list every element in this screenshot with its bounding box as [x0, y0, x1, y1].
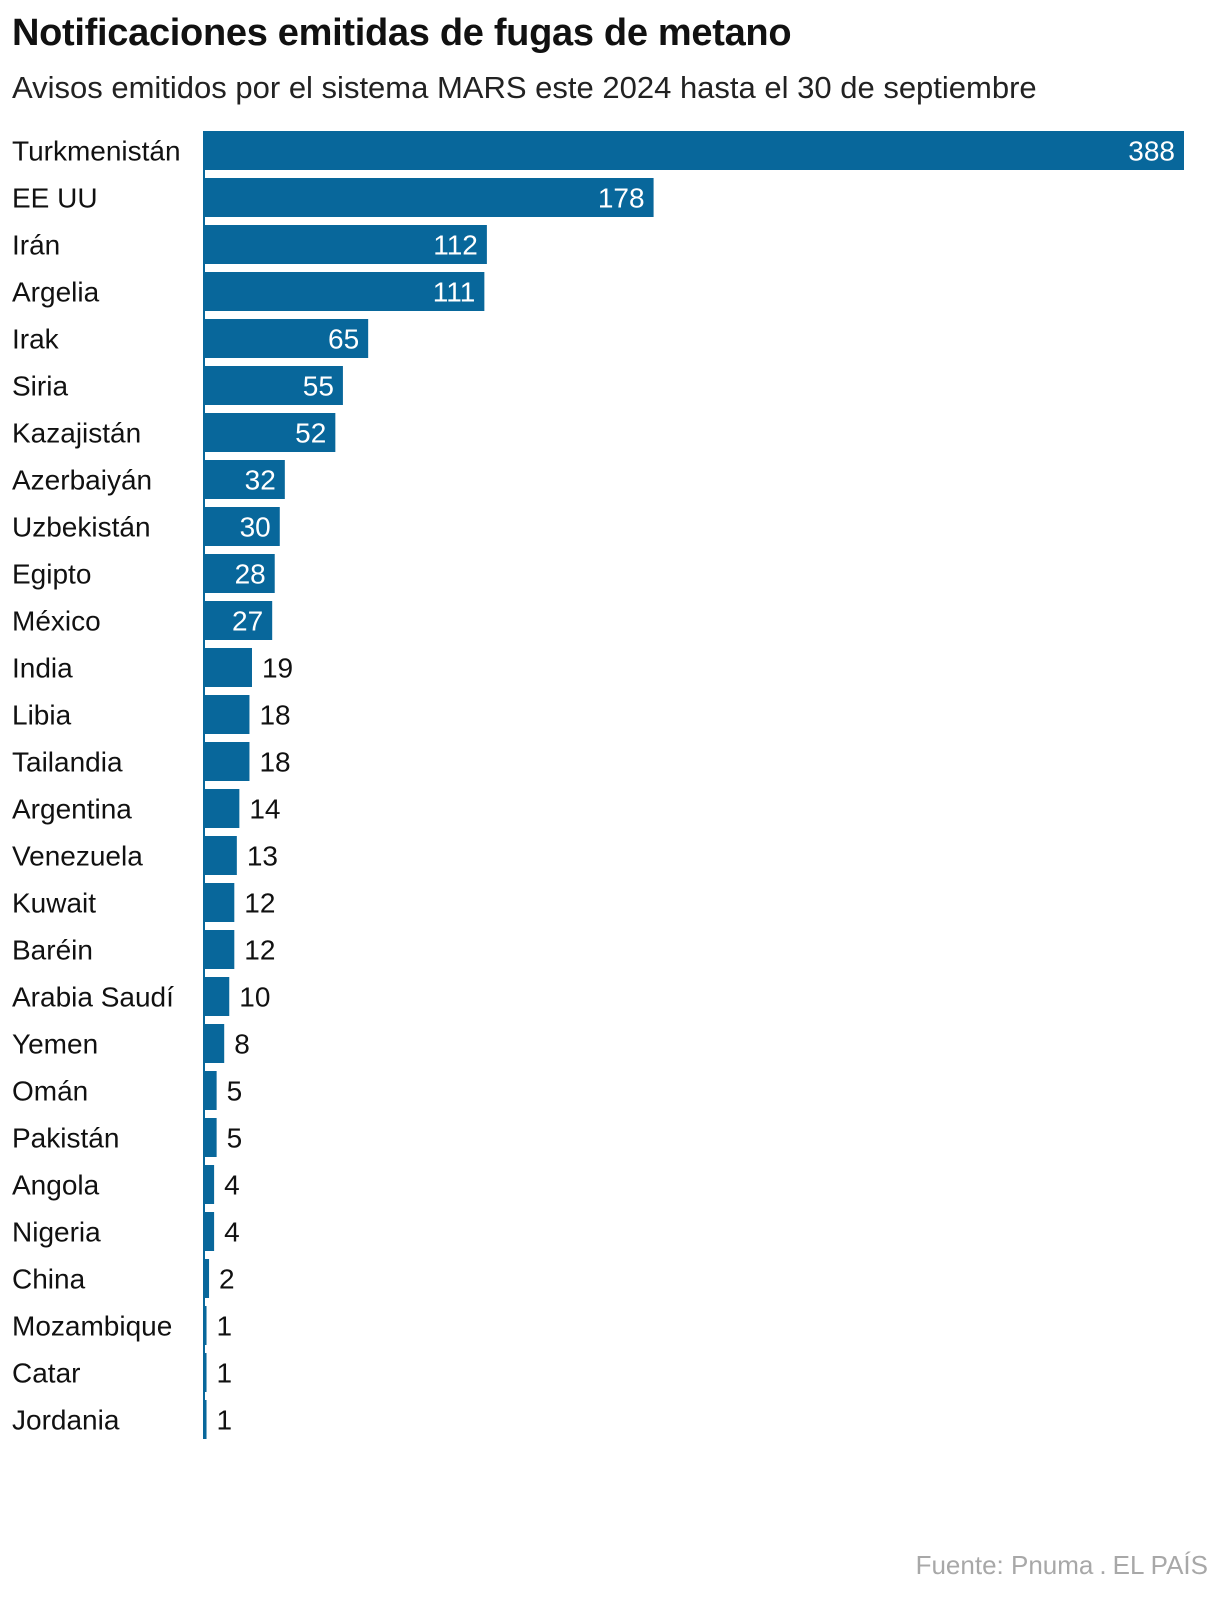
category-label: Azerbaiyán: [12, 465, 152, 496]
bar: [204, 1400, 207, 1439]
category-label: Turkmenistán: [12, 136, 181, 167]
value-label: 4: [224, 1170, 240, 1201]
chart-subtitle: Avisos emitidos por el sistema MARS este…: [12, 70, 1037, 105]
value-label: 30: [240, 512, 271, 543]
bar: [204, 1212, 215, 1251]
bar: [204, 319, 369, 358]
category-label: Libia: [12, 700, 72, 731]
category-label: Mozambique: [12, 1311, 172, 1342]
category-label: Kazajistán: [12, 418, 141, 449]
category-label: Omán: [12, 1076, 88, 1107]
bar: [204, 413, 336, 452]
category-label: India: [12, 653, 73, 684]
bar: [204, 1024, 225, 1063]
bar: [204, 742, 250, 781]
bar: [204, 836, 237, 875]
bar: [204, 131, 1184, 170]
bar: [204, 1071, 217, 1110]
category-label: China: [12, 1264, 86, 1295]
bar: [204, 930, 235, 969]
category-label: Arabia Saudí: [12, 982, 174, 1013]
value-label: 111: [433, 277, 476, 308]
value-label: 1: [217, 1405, 233, 1436]
category-label: Venezuela: [12, 841, 143, 872]
value-label: 55: [303, 371, 334, 402]
category-label: EE UU: [12, 183, 98, 214]
source-label: Fuente: Pnuma: [915, 1550, 1094, 1580]
bar: [204, 1259, 210, 1298]
bar: [204, 1353, 207, 1392]
value-label: 27: [232, 606, 263, 637]
value-label: 2: [219, 1264, 235, 1295]
bar: [204, 789, 240, 828]
value-label: 14: [249, 794, 280, 825]
value-label: 4: [224, 1217, 240, 1248]
bar: [204, 1165, 215, 1204]
category-label: Yemen: [12, 1029, 98, 1060]
value-label: 18: [259, 700, 290, 731]
bar: [204, 554, 275, 593]
category-label: Baréin: [12, 935, 93, 966]
value-label: 5: [227, 1076, 243, 1107]
category-label: Argentina: [12, 794, 132, 825]
value-label: 112: [433, 230, 478, 261]
bar: [204, 507, 280, 546]
category-label: Catar: [12, 1358, 80, 1389]
bar: [204, 648, 252, 687]
category-label: Uzbekistán: [12, 512, 151, 543]
category-label: Irán: [12, 230, 60, 261]
value-label: 1: [217, 1358, 233, 1389]
value-label: 12: [244, 888, 275, 919]
chart-title: Notificaciones emitidas de fugas de meta…: [12, 12, 792, 54]
bar: [204, 272, 485, 311]
bar: [204, 1306, 207, 1345]
bar: [204, 695, 250, 734]
value-label: 13: [247, 841, 278, 872]
category-label: Argelia: [12, 277, 100, 308]
source-separator: .: [1099, 1550, 1107, 1580]
value-label: 178: [598, 183, 645, 214]
bar: [204, 366, 343, 405]
category-label: Siria: [12, 371, 68, 402]
value-label: 1: [217, 1311, 233, 1342]
publisher-label: EL PAÍS: [1112, 1550, 1208, 1580]
value-label: 18: [259, 747, 290, 778]
bar: [204, 178, 654, 217]
bar: [204, 977, 230, 1016]
bar: [204, 1118, 217, 1157]
value-label: 65: [328, 324, 359, 355]
category-label: Pakistán: [12, 1123, 119, 1154]
category-label: Egipto: [12, 559, 91, 590]
bar: [204, 883, 235, 922]
value-label: 12: [244, 935, 275, 966]
category-label: Kuwait: [12, 888, 96, 919]
source-credit: Fuente: Pnuma. EL PAÍS: [916, 1550, 1208, 1581]
value-label: 32: [245, 465, 276, 496]
category-label: Jordania: [12, 1405, 120, 1436]
value-label: 388: [1128, 136, 1175, 167]
bar: [204, 460, 285, 499]
value-label: 28: [235, 559, 266, 590]
category-label: México: [12, 606, 101, 637]
value-label: 52: [295, 418, 326, 449]
value-label: 10: [239, 982, 270, 1013]
value-label: 8: [234, 1029, 250, 1060]
bar: [204, 601, 273, 640]
value-label: 19: [262, 653, 293, 684]
category-label: Tailandia: [12, 747, 123, 778]
value-label: 5: [227, 1123, 243, 1154]
bar: [204, 225, 487, 264]
category-label: Angola: [12, 1170, 100, 1201]
category-label: Irak: [12, 324, 60, 355]
category-label: Nigeria: [12, 1217, 101, 1248]
